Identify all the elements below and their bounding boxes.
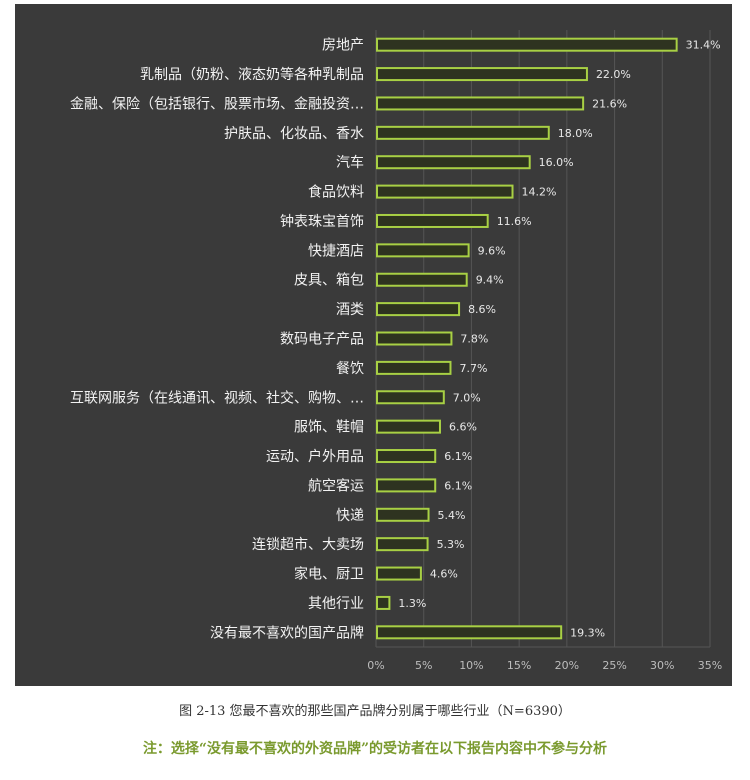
data-label: 4.6% [430,568,458,581]
bar [376,155,531,170]
data-label: 9.4% [476,274,504,287]
bar [376,272,468,287]
data-label: 6.1% [444,479,472,492]
bar [376,243,470,258]
data-label: 8.6% [468,303,496,316]
bar [376,331,453,346]
bar [376,566,422,581]
bar [376,625,563,640]
figure-note: 注：选择“没有最不喜欢的外资品牌”的受访者在以下报告内容中不参与分析 [142,741,608,757]
category-label: 互联网服务（在线通讯、视频、社交、购物、… [70,389,364,406]
figure-caption: 图 2-13 您最不喜欢的那些国产品牌分别属于哪些行业（N=6390） [179,704,571,719]
bar [376,96,585,111]
bar [376,595,391,610]
category-label: 餐饮 [336,361,364,377]
bar-chart: 0% 5% 10% 15% 20% 25% 30% 35% 房地产 31.4% 乳制品（奶粉、液态奶… [70,30,722,672]
category-label: 房地产 [322,38,364,54]
data-label: 7.7% [459,362,487,375]
x-tick-label: 35% [698,659,722,672]
x-tick-label: 25% [602,659,626,672]
category-label: 酒类 [336,302,364,318]
category-label: 运动、户外用品 [266,448,364,465]
bar [376,213,489,228]
x-tick-label: 20% [555,659,579,672]
bar [376,302,461,317]
data-label: 31.4% [686,39,721,52]
category-label: 航空客运 [308,477,364,494]
x-tick-label: 5% [415,659,432,672]
bar [376,507,430,522]
category-label: 快捷酒店 [308,243,364,259]
data-label: 19.3% [570,626,605,639]
data-label: 1.3% [398,597,426,610]
category-label: 金融、保险（包括银行、股票市场、金融投资… [70,95,364,112]
data-label: 6.6% [449,421,477,434]
chart-panel: 0% 5% 10% 15% 20% 25% 30% 35% 房地产 31.4% 乳制品（奶粉、液态奶… [15,4,732,686]
bar [376,419,441,434]
data-label: 11.6% [497,215,532,228]
bar [376,184,514,199]
data-label: 14.2% [522,186,557,199]
bar [376,449,437,464]
data-label: 6.1% [444,450,472,463]
category-label: 钟表珠宝首饰 [280,213,364,230]
category-label: 汽车 [336,154,364,171]
category-label: 其他行业 [308,596,364,612]
category-label: 食品饮料 [308,184,364,201]
bar [376,537,429,552]
bar [376,390,445,405]
data-label: 21.6% [592,97,627,110]
bar [376,125,550,140]
data-label: 16.0% [539,156,574,169]
category-label: 连锁超市、大卖场 [252,536,364,553]
category-label: 快递 [336,508,364,524]
x-tick-label: 0% [367,659,384,672]
category-label: 乳制品（奶粉、液态奶等各种乳制品 [140,66,364,83]
bar [376,37,678,52]
bar [376,67,588,82]
category-label: 皮具、箱包 [294,273,364,289]
category-label: 没有最不喜欢的国产品牌 [210,624,364,641]
data-label: 18.0% [558,127,593,140]
category-label: 服饰、鞋帽 [294,420,364,436]
bar [376,360,452,375]
category-label: 数码电子产品 [280,332,364,348]
data-label: 5.3% [437,538,465,551]
x-tick-label: 10% [459,659,483,672]
x-tick-label: 30% [650,659,674,672]
data-label: 7.8% [460,333,488,346]
data-label: 5.4% [438,509,466,522]
data-label: 9.6% [478,244,506,257]
data-label: 22.0% [596,68,631,81]
data-label: 7.0% [453,391,481,404]
bar [376,478,437,493]
category-label: 护肤品、化妆品、香水 [224,126,364,142]
x-tick-label: 15% [507,659,531,672]
category-label: 家电、厨卫 [294,566,364,583]
